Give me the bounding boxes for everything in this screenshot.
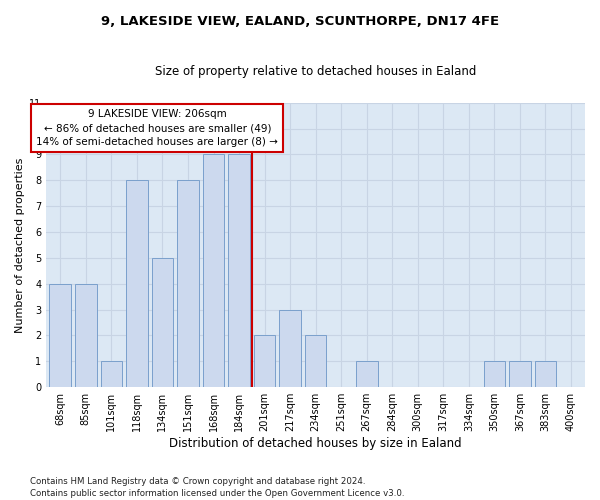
Title: Size of property relative to detached houses in Ealand: Size of property relative to detached ho… xyxy=(155,65,476,78)
Bar xyxy=(254,336,275,387)
Text: 9 LAKESIDE VIEW: 206sqm
← 86% of detached houses are smaller (49)
14% of semi-de: 9 LAKESIDE VIEW: 206sqm ← 86% of detache… xyxy=(37,109,278,147)
Bar xyxy=(75,284,97,387)
X-axis label: Distribution of detached houses by size in Ealand: Distribution of detached houses by size … xyxy=(169,437,462,450)
Text: 9, LAKESIDE VIEW, EALAND, SCUNTHORPE, DN17 4FE: 9, LAKESIDE VIEW, EALAND, SCUNTHORPE, DN… xyxy=(101,15,499,28)
Bar xyxy=(126,180,148,387)
Text: Contains HM Land Registry data © Crown copyright and database right 2024.
Contai: Contains HM Land Registry data © Crown c… xyxy=(30,476,404,498)
Bar xyxy=(279,310,301,387)
Bar xyxy=(101,362,122,387)
Y-axis label: Number of detached properties: Number of detached properties xyxy=(15,158,25,332)
Bar xyxy=(49,284,71,387)
Bar xyxy=(177,180,199,387)
Bar xyxy=(228,154,250,387)
Bar xyxy=(509,362,531,387)
Bar xyxy=(535,362,556,387)
Bar xyxy=(152,258,173,387)
Bar xyxy=(356,362,377,387)
Bar xyxy=(484,362,505,387)
Bar xyxy=(203,154,224,387)
Bar xyxy=(305,336,326,387)
